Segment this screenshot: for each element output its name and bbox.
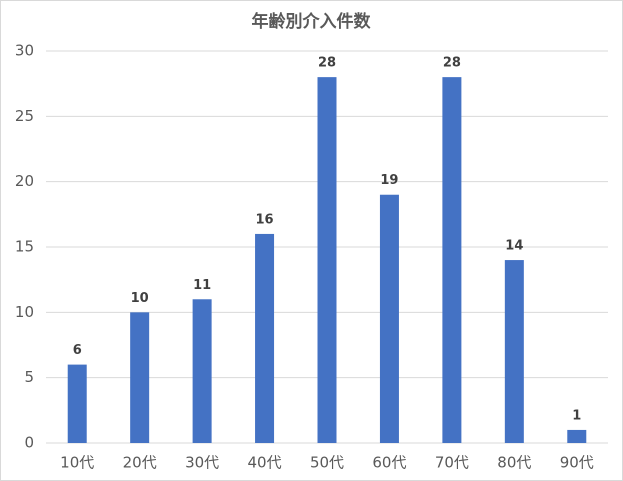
bar xyxy=(67,364,87,443)
x-tick-label: 20代 xyxy=(123,454,157,472)
data-label: 11 xyxy=(193,278,211,293)
data-label: 28 xyxy=(318,56,336,71)
x-tick-label: 30代 xyxy=(185,454,219,472)
data-label: 19 xyxy=(380,173,398,188)
y-tick-label: 15 xyxy=(15,238,34,256)
y-tick-label: 25 xyxy=(15,107,34,125)
y-tick-label: 30 xyxy=(15,42,34,60)
bar xyxy=(317,77,337,443)
bar xyxy=(442,77,462,443)
y-tick-label: 10 xyxy=(15,303,34,321)
bar xyxy=(130,312,150,443)
data-label: 10 xyxy=(131,291,149,306)
bar xyxy=(192,299,212,443)
y-tick-label: 20 xyxy=(15,172,34,190)
x-tick-label: 60代 xyxy=(372,454,406,472)
data-label: 6 xyxy=(73,343,82,358)
y-tick-label: 5 xyxy=(24,368,34,386)
data-label: 28 xyxy=(443,56,461,71)
y-tick-label: 0 xyxy=(24,434,34,452)
data-label: 1 xyxy=(572,408,581,423)
x-tick-label: 40代 xyxy=(248,454,282,472)
x-tick-label: 10代 xyxy=(60,454,94,472)
x-tick-label: 80代 xyxy=(497,454,531,472)
bar xyxy=(504,260,524,443)
data-label: 14 xyxy=(505,239,523,254)
bar xyxy=(567,429,587,443)
x-tick-label: 90代 xyxy=(560,454,594,472)
chart-title: 年齢別介入件数 xyxy=(252,11,372,32)
x-tick-label: 70代 xyxy=(435,454,469,472)
bar xyxy=(255,233,275,443)
x-tick-label: 50代 xyxy=(310,454,344,472)
bar xyxy=(379,194,399,443)
data-label: 16 xyxy=(256,212,274,227)
